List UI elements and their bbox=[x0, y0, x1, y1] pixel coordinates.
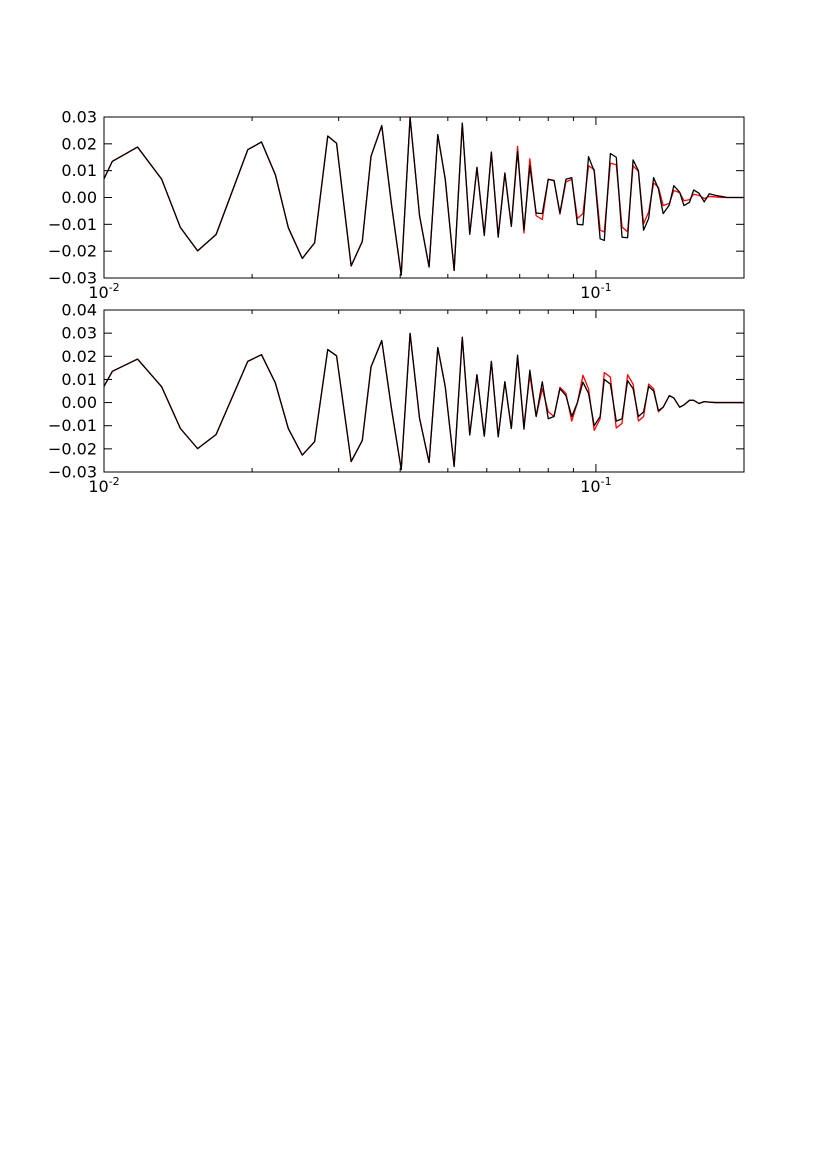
tick-marks bbox=[103, 309, 745, 473]
y-tick-label: 0.03 bbox=[61, 108, 97, 127]
y-tick-label: −0.02 bbox=[48, 439, 97, 458]
y-tick-label: 0.00 bbox=[61, 188, 97, 207]
series-group bbox=[104, 117, 744, 276]
y-tick-label: −0.01 bbox=[48, 416, 97, 435]
y-tick-label: 0.00 bbox=[61, 393, 97, 412]
x-tick-label: 10-1 bbox=[580, 475, 611, 496]
series-line-1 bbox=[104, 117, 744, 276]
y-tick-label: −0.02 bbox=[48, 242, 97, 261]
y-tick-label: −0.03 bbox=[48, 463, 97, 482]
y-tick-label: 0.01 bbox=[61, 370, 97, 389]
x-tick-label: 10-2 bbox=[88, 281, 119, 302]
y-tick-label: 0.04 bbox=[61, 301, 97, 320]
y-tick-label: −0.01 bbox=[48, 215, 97, 234]
axes-frame bbox=[103, 309, 745, 473]
x-tick-label: 10-2 bbox=[88, 475, 119, 496]
y-tick-label: 0.02 bbox=[61, 347, 97, 366]
tick-marks bbox=[103, 116, 745, 279]
bottom-panel: −0.03 −0.02 −0.01 0.00 0.01 0.02 0.03 0.04 10-2 1… bbox=[48, 301, 745, 496]
y-tick-label: 0.02 bbox=[61, 134, 97, 153]
x-tick-label: 10-1 bbox=[580, 281, 611, 302]
top-panel: −0.03 −0.02 −0.01 0.00 0.01 0.02 0.03 10-2 10-1 bbox=[48, 108, 745, 302]
y-tick-label: 0.03 bbox=[61, 324, 97, 343]
series-group bbox=[104, 332, 744, 471]
y-tick-label: 0.01 bbox=[61, 161, 97, 180]
series-line-1 bbox=[104, 332, 744, 471]
y-tick-label: −0.03 bbox=[48, 269, 97, 288]
